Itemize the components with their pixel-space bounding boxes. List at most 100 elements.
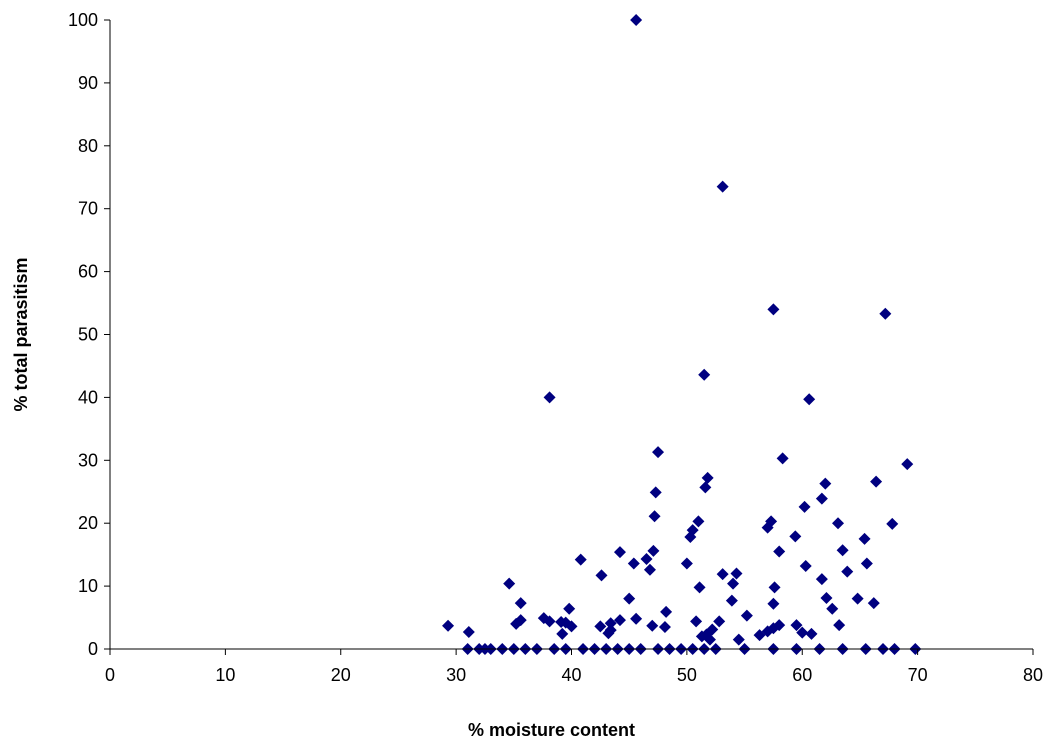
data-point [858, 532, 871, 545]
data-point [706, 623, 719, 636]
data-point [716, 568, 729, 581]
data-point [543, 615, 556, 628]
data-point [604, 617, 617, 630]
data-point [703, 633, 716, 646]
data-point [815, 573, 828, 586]
y-tick-label: 80 [78, 136, 98, 156]
data-point [820, 592, 833, 605]
x-axis-ticks: 0 10 20 30 40 50 60 70 80 [105, 649, 1043, 685]
data-point [658, 620, 671, 633]
data-point [789, 530, 802, 543]
data-point [594, 620, 607, 633]
data-point [595, 569, 608, 582]
y-tick-label: 60 [78, 262, 98, 282]
data-points [442, 14, 922, 655]
data-point [565, 620, 578, 633]
data-point [630, 612, 643, 625]
y-axis-title: % total parasitism [11, 257, 31, 411]
data-point [761, 521, 774, 534]
data-point [640, 553, 653, 566]
data-point [815, 492, 828, 505]
y-tick-label: 40 [78, 387, 98, 407]
data-point [613, 546, 626, 559]
data-point [647, 544, 660, 557]
data-point [716, 180, 729, 193]
y-tick-label: 70 [78, 199, 98, 219]
data-point [514, 597, 527, 610]
data-point [684, 531, 697, 544]
data-point [803, 393, 816, 406]
data-point [660, 605, 673, 618]
data-point [543, 391, 556, 404]
data-point [462, 626, 475, 639]
data-point [648, 510, 661, 523]
x-tick-label: 10 [215, 665, 235, 685]
data-point [652, 446, 665, 459]
data-point [692, 515, 705, 528]
y-tick-label: 50 [78, 325, 98, 345]
data-point [602, 627, 615, 640]
data-point [832, 517, 845, 530]
data-point [799, 559, 812, 572]
x-tick-label: 0 [105, 665, 115, 685]
data-point [725, 594, 738, 607]
data-point [693, 581, 706, 594]
data-point [767, 597, 780, 610]
data-point [690, 615, 703, 628]
x-tick-label: 50 [677, 665, 697, 685]
data-point [698, 368, 711, 381]
x-tick-label: 30 [446, 665, 466, 685]
data-point [613, 614, 626, 627]
data-point [442, 619, 455, 632]
data-point [870, 475, 883, 488]
x-tick-label: 70 [908, 665, 928, 685]
x-tick-label: 40 [561, 665, 581, 685]
data-point [790, 619, 803, 632]
data-point [556, 627, 569, 640]
data-point [699, 481, 712, 494]
data-point [623, 592, 636, 605]
data-point [753, 629, 766, 642]
data-point [563, 602, 576, 615]
data-point [649, 486, 662, 499]
data-point [727, 577, 740, 590]
data-point [680, 557, 693, 570]
data-point [805, 627, 818, 640]
data-point [773, 545, 786, 558]
data-point [503, 577, 516, 590]
data-point [646, 619, 659, 632]
data-point [776, 452, 789, 465]
data-point [851, 592, 864, 605]
y-tick-label: 20 [78, 513, 98, 533]
data-point [826, 602, 839, 615]
y-tick-label: 10 [78, 576, 98, 596]
data-point [555, 615, 568, 628]
data-point [643, 563, 656, 576]
data-point [768, 581, 781, 594]
data-point [740, 609, 753, 622]
x-tick-label: 80 [1023, 665, 1043, 685]
data-point [867, 597, 880, 610]
data-point [836, 544, 849, 557]
data-point [901, 458, 914, 471]
data-point [841, 565, 854, 578]
data-point [510, 617, 523, 630]
data-point [886, 517, 899, 530]
data-point [767, 303, 780, 316]
data-point [701, 471, 714, 484]
data-point [796, 626, 809, 639]
x-tick-label: 20 [331, 665, 351, 685]
y-axis-ticks: 0 10 20 30 40 50 60 70 80 90 100 [68, 10, 110, 659]
x-axis-title: % moisture content [468, 720, 635, 740]
y-tick-label: 0 [88, 639, 98, 659]
data-point [574, 553, 587, 566]
y-tick-label: 100 [68, 10, 98, 30]
data-point [627, 557, 640, 570]
data-point [860, 557, 873, 570]
data-point [879, 307, 892, 320]
data-point [630, 14, 643, 26]
data-point [819, 477, 832, 490]
data-point [798, 500, 811, 513]
data-point [732, 633, 745, 646]
